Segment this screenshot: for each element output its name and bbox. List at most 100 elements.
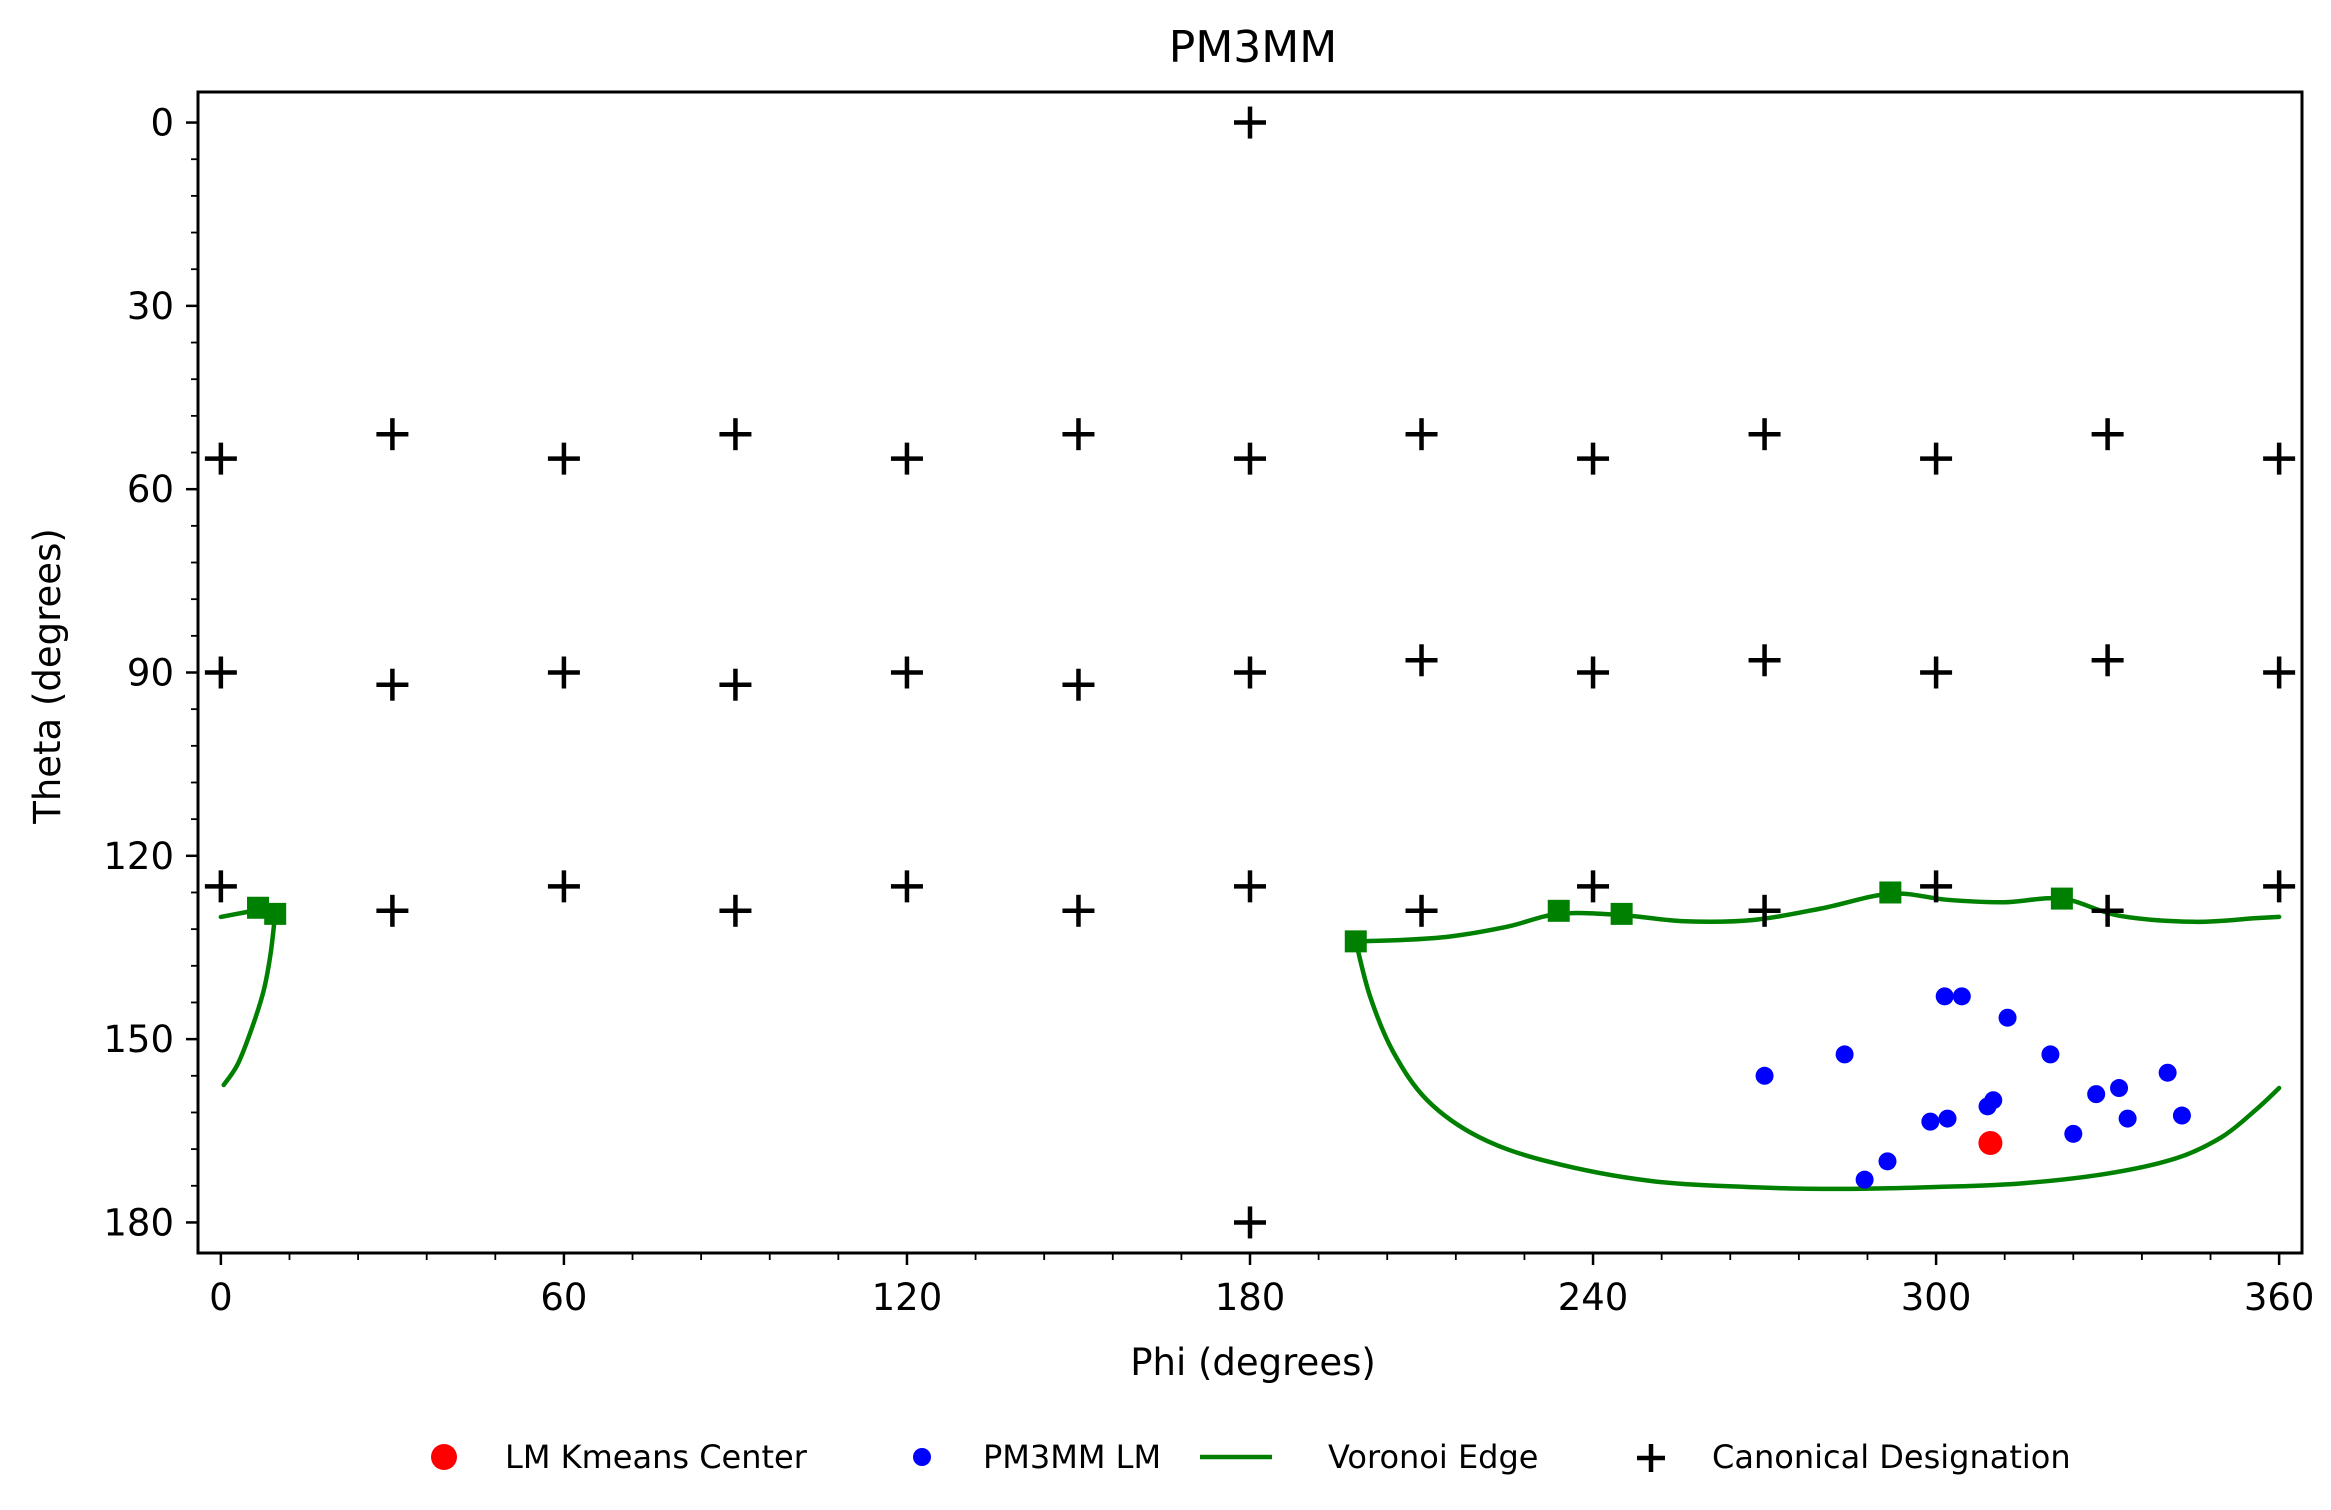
legend-marker-small-circle bbox=[913, 1448, 931, 1466]
pm3mm-lm-point bbox=[1921, 1112, 1940, 1131]
legend-marker-circle bbox=[431, 1444, 457, 1470]
canonical-designation-marker bbox=[1405, 644, 1438, 677]
pm3mm-lm-point bbox=[2172, 1106, 2191, 1125]
canonical-designation-marker bbox=[1234, 1206, 1266, 1239]
canonical-designation-marker bbox=[376, 418, 409, 451]
legend-label: Voronoi Edge bbox=[1328, 1438, 1538, 1476]
y-tick-label: 30 bbox=[127, 285, 174, 328]
pm3mm-lm-point bbox=[1855, 1170, 1874, 1189]
canonical-designation-marker bbox=[2091, 418, 2124, 451]
x-tick-label: 120 bbox=[872, 1276, 943, 1319]
y-tick-label: 180 bbox=[103, 1201, 174, 1244]
voronoi-vertex bbox=[264, 902, 287, 925]
voronoi-vertex bbox=[1879, 881, 1902, 904]
x-tick-label: 180 bbox=[1215, 1276, 1286, 1319]
legend-label: LM Kmeans Center bbox=[505, 1438, 808, 1476]
voronoi-vertex bbox=[2050, 887, 2073, 910]
kmeans-center-point bbox=[1978, 1131, 2003, 1156]
y-tick-label: 120 bbox=[103, 835, 174, 878]
canonical-designation-marker bbox=[2263, 442, 2296, 475]
x-axis-label: Phi (degrees) bbox=[1130, 1341, 1376, 1384]
pm3mm-lm-point bbox=[2041, 1045, 2060, 1064]
legend-entry: LM Kmeans Center bbox=[431, 1438, 808, 1476]
x-tick-label: 240 bbox=[1558, 1276, 1629, 1319]
pm3mm-lm-point bbox=[1952, 987, 1971, 1006]
y-tick-label: 0 bbox=[150, 102, 174, 145]
x-tick-label: 360 bbox=[2244, 1276, 2315, 1319]
canonical-designation-marker bbox=[1920, 656, 1953, 689]
pm3mm-lm-point bbox=[1998, 1008, 2017, 1027]
canonical-designation-marker bbox=[2091, 644, 2124, 677]
canonical-designation-marker bbox=[1234, 870, 1266, 903]
y-tick-label: 60 bbox=[127, 468, 174, 511]
plot-frame bbox=[196, 90, 2304, 1255]
canonical-designation-marker bbox=[204, 870, 237, 903]
canonical-designation-marker bbox=[1062, 668, 1095, 701]
y-axis-ticks: 0 30 60 90 120 150 180 bbox=[103, 102, 198, 1244]
canonical-designation-marker bbox=[719, 418, 752, 451]
canonical-designation-marker bbox=[1577, 656, 1610, 689]
pm3mm-lm-point bbox=[2087, 1085, 2106, 1104]
canonical-designation-marker bbox=[1748, 418, 1781, 451]
voronoi-vertex bbox=[1344, 930, 1367, 953]
pm3mm-lm-point bbox=[1835, 1045, 1854, 1064]
voronoi-vertex bbox=[1547, 899, 1570, 922]
canonical-designation-marker bbox=[547, 870, 580, 903]
canonical-designation-marker bbox=[376, 894, 409, 927]
canonical-designation-marker bbox=[719, 894, 752, 927]
chart-title: PM3MM bbox=[1169, 22, 1337, 73]
legend: LM Kmeans Center PM3MM LM Voronoi Edge Cano… bbox=[431, 1438, 2071, 1476]
canonical-designation-marker bbox=[1405, 418, 1438, 451]
canonical-designation-marker bbox=[2263, 870, 2296, 903]
canonical-designation-marker bbox=[719, 668, 752, 701]
canonical-designation-marker bbox=[1062, 894, 1095, 927]
canonical-designation-marker bbox=[1920, 442, 1953, 475]
pm3mm-lm-point bbox=[1755, 1066, 1774, 1085]
canonical-designation-marker bbox=[1577, 442, 1610, 475]
canonical-designation-marker bbox=[1405, 894, 1438, 927]
canonical-designation-marker bbox=[1577, 870, 1610, 903]
canonical-designation-marker bbox=[890, 870, 923, 903]
canonical-designation-marker bbox=[2091, 894, 2124, 927]
y-tick-label: 90 bbox=[127, 652, 174, 695]
pm3mm-lm-point bbox=[2118, 1109, 2137, 1128]
canonical-designation-marker bbox=[547, 656, 580, 689]
canonical-designation-marker bbox=[1920, 870, 1953, 903]
voronoi-edge bbox=[221, 911, 278, 1088]
canonical-designation-marker bbox=[204, 442, 237, 475]
canonical-designation-marker bbox=[376, 668, 409, 701]
voronoi-edge bbox=[1353, 939, 2282, 1192]
x-tick-label: 300 bbox=[1901, 1276, 1972, 1319]
pm3mm-lm-point bbox=[1935, 987, 1954, 1006]
canonical-designation-marker bbox=[1234, 106, 1266, 139]
x-axis-ticks: 0 60 120 180 240 300 360 bbox=[209, 1253, 2314, 1319]
canonical-designation-marker bbox=[890, 442, 923, 475]
y-tick-label: 150 bbox=[103, 1018, 174, 1061]
voronoi-vertex bbox=[247, 896, 270, 919]
pm3mm-lm-point bbox=[1984, 1091, 2003, 1110]
canonical-designation-marker bbox=[1234, 656, 1266, 689]
canonical-designation-marker bbox=[1062, 418, 1095, 451]
pm3mm-lm-point bbox=[1878, 1152, 1897, 1171]
canonical-designation-marker bbox=[1234, 442, 1266, 475]
canonical-designation-marker bbox=[2263, 656, 2296, 689]
legend-label: PM3MM LM bbox=[983, 1438, 1161, 1476]
legend-entry: PM3MM LM bbox=[913, 1438, 1161, 1476]
voronoi-vertex bbox=[1610, 902, 1633, 925]
pm3mm-lm-point bbox=[2064, 1124, 2083, 1143]
pm3mm-lm-point bbox=[1938, 1109, 1957, 1128]
canonical-designation-marker bbox=[1748, 894, 1781, 927]
x-tick-label: 0 bbox=[209, 1276, 233, 1319]
pm3mm-lm-point bbox=[2110, 1079, 2129, 1098]
legend-entry: Canonical Designation bbox=[1637, 1438, 2071, 1476]
pm3mm-lm-point bbox=[2158, 1063, 2177, 1082]
y-axis-label: Theta (degrees) bbox=[26, 528, 69, 825]
canonical-designation-marker bbox=[1748, 644, 1781, 677]
legend-entry: Voronoi Edge bbox=[1200, 1438, 1538, 1476]
canonical-designation-marker bbox=[204, 656, 237, 689]
voronoi-edge bbox=[1353, 891, 2282, 944]
x-tick-label: 60 bbox=[540, 1276, 587, 1319]
legend-label: Canonical Designation bbox=[1712, 1438, 2071, 1476]
canonical-designation-marker bbox=[547, 442, 580, 475]
